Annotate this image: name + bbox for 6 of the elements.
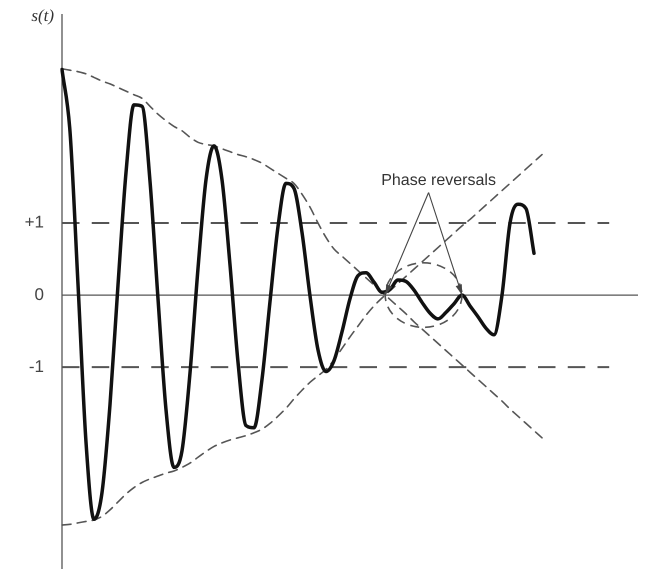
annotation: Phase reversals (381, 172, 496, 189)
y-tick-label: -1 (28, 356, 44, 376)
y-axis-title: s(t) (31, 6, 54, 25)
y-tick-label: 0 (34, 284, 44, 304)
y-tick-label: +1 (24, 212, 44, 232)
line-series (60, 68, 536, 522)
